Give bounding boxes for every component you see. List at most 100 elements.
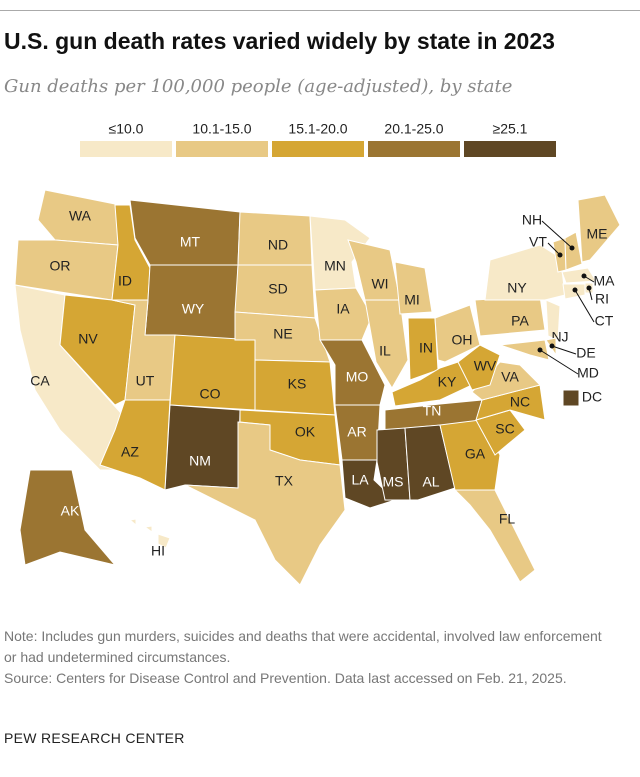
callout-line [551,345,577,355]
state-label: VT [529,234,547,250]
state-label: MS [383,474,404,490]
callout-dot [586,285,592,291]
state-label: IN [419,340,433,356]
state-label: MA [594,273,616,289]
subtitle: Gun deaths per 100,000 people (age-adjus… [4,76,513,97]
state-label: OH [452,332,473,348]
state-label: SD [268,281,287,297]
state-label: FL [499,511,516,527]
state-label: KY [438,374,457,390]
legend-swatch [464,141,556,157]
state-shape [364,299,409,389]
state-label: NH [522,212,542,228]
state-shape [128,518,137,527]
state-shape [164,404,241,491]
state-label: DC [582,389,602,405]
state-label: MT [180,234,201,250]
state-label: ME [587,226,608,242]
state-shape [474,295,546,337]
state-label: NE [273,326,292,342]
state-shape [157,533,171,549]
state-label: WY [182,301,205,317]
state-shape [577,194,621,263]
state-label: SC [495,421,514,437]
state-shape [184,421,346,586]
callout-dot [569,245,575,251]
callout-line [541,220,573,249]
legend-label: 20.1-25.0 [384,121,443,137]
rule [0,10,640,11]
state-label: IA [336,301,350,317]
legend-label: ≥25.1 [493,121,528,137]
callout-dot [572,287,578,293]
state-label: KS [288,376,307,392]
state-shape [562,389,580,407]
state-label: UT [136,373,155,389]
state-shape [376,427,411,501]
state-label: RI [595,291,609,307]
state-label: WA [69,208,92,224]
state-shape [19,469,117,566]
state-label: MN [324,258,346,274]
legend-swatch [272,141,364,157]
state-label: TX [275,473,294,489]
map: ≤10.0 10.1-15.0 15.1-20.0 20.1-25.0 ≥25.1 WA O… [14,121,621,586]
state-shape [143,525,153,533]
state-label: WI [371,276,388,292]
state-label: AR [347,424,366,440]
state-shape [434,304,481,363]
state-label: CO [200,386,221,402]
state-label: MI [404,292,420,308]
callout-dot [549,343,555,349]
state-label: NY [507,280,527,296]
state-label: IL [379,343,391,359]
state-label: AK [61,503,80,519]
callout-line [539,349,579,375]
state-shape [453,489,536,583]
legend-swatch [176,141,268,157]
title: U.S. gun death rates varied widely by st… [4,28,555,54]
state-label: LA [351,472,369,488]
state-shape [404,424,456,501]
state-label: AZ [121,444,139,460]
state-shape [499,339,550,361]
state-label: DE [576,345,595,361]
state-shape [394,261,433,315]
callout-dot [557,252,563,258]
callout-line [574,289,595,323]
legend-label: 15.1-20.0 [288,121,347,137]
state-label: HI [151,543,165,559]
state-shape [484,244,566,301]
state-shape [545,299,561,341]
legend-swatch [80,141,172,157]
callout-line [547,242,561,256]
state-label: MD [577,365,599,381]
state-shape [314,287,373,341]
state-label: MO [346,369,369,385]
state-label: AL [422,474,439,490]
state-label: CA [30,373,50,389]
state-label: VA [501,369,519,385]
legend-label: 10.1-15.0 [192,121,251,137]
state-label: NM [189,453,211,469]
state-label: ID [118,273,132,289]
state-label: GA [465,446,486,462]
state-label: PA [511,313,529,329]
legend-label: ≤10.0 [109,121,144,137]
state-shape [457,344,501,391]
state-label: OR [50,258,71,274]
callout-dot [537,347,543,353]
state-label: CT [595,313,614,329]
note: Note: Includes gun murders, suicides and… [4,628,602,665]
credit: PEW RESEARCH CENTER [4,730,185,746]
state-label: TN [423,403,442,419]
legend-swatch [368,141,460,157]
state-shape [129,199,241,266]
state-label: NC [510,394,530,410]
callout-dot [581,273,587,279]
state-shape [561,267,597,284]
source: Source: Centers for Disease Control and … [4,670,567,686]
state-label: ND [268,237,288,253]
state-label: OK [295,424,316,440]
